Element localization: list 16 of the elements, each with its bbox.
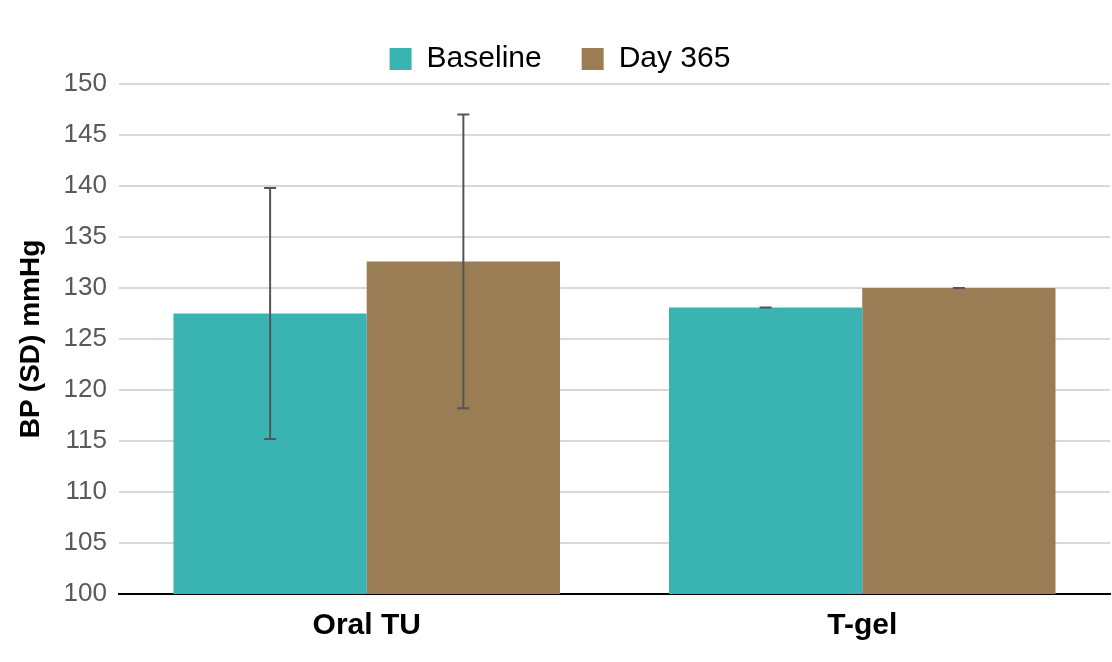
y-tick-label: 115 [65,424,107,455]
y-tick-label: 105 [63,526,107,557]
x-tick-label: T-gel [827,607,898,641]
y-axis-title: BP (SD) mmHg [13,239,45,439]
x-tick-label: Oral TU [312,607,421,641]
legend-label: Day 365 [618,40,731,74]
y-tick-label: 125 [63,322,107,353]
y-tick-label: 110 [65,475,107,506]
y-tick-label: 150 [63,67,107,98]
y-tick-label: 135 [63,220,107,251]
y-tick-label: 120 [63,373,107,404]
y-tick-label: 140 [63,169,107,200]
y-tick-label: 130 [63,271,107,302]
y-tick-label: 100 [63,577,107,608]
legend-label: Baseline [426,40,542,74]
y-tick-label: 145 [63,118,107,149]
